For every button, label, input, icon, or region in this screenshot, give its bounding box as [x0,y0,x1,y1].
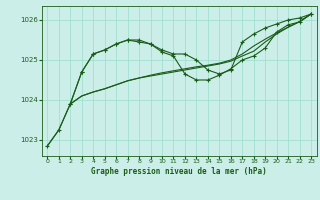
X-axis label: Graphe pression niveau de la mer (hPa): Graphe pression niveau de la mer (hPa) [91,167,267,176]
